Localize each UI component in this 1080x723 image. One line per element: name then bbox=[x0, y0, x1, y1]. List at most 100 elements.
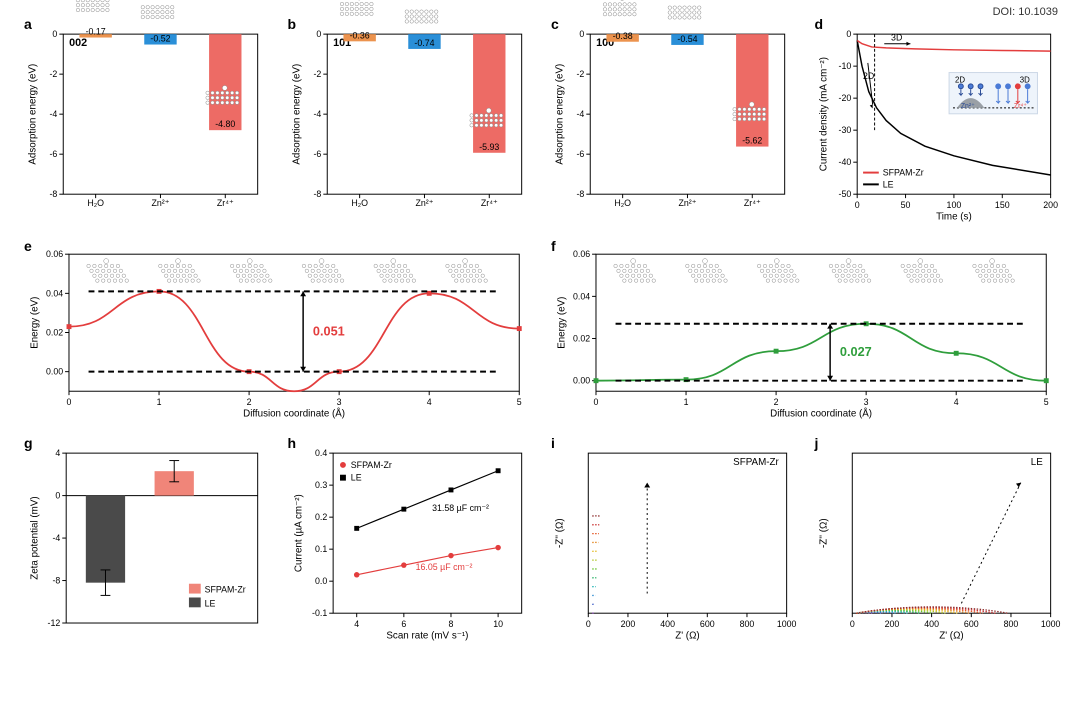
svg-text:16.05 µF cm⁻²: 16.05 µF cm⁻² bbox=[415, 562, 472, 572]
chart-f: 0123450.000.020.040.06Diffusion coordina… bbox=[549, 240, 1058, 425]
svg-text:-8: -8 bbox=[313, 189, 321, 199]
svg-text:-12: -12 bbox=[48, 618, 61, 628]
doi-text: DOI: 10.1039 bbox=[993, 6, 1058, 18]
svg-text:0.0: 0.0 bbox=[314, 576, 326, 586]
svg-text:Diffusion coordinate (Å): Diffusion coordinate (Å) bbox=[770, 409, 872, 420]
svg-text:Energy (eV): Energy (eV) bbox=[30, 297, 41, 349]
svg-text:Z' (Ω): Z' (Ω) bbox=[939, 631, 963, 642]
panel-label-e: e bbox=[24, 238, 32, 254]
panel-label-j: j bbox=[815, 435, 819, 451]
svg-text:50: 50 bbox=[900, 200, 910, 210]
svg-text:-6: -6 bbox=[313, 149, 321, 159]
svg-text:SFPAM-Zr: SFPAM-Zr bbox=[205, 585, 246, 595]
svg-text:4: 4 bbox=[354, 619, 359, 629]
svg-text:-4: -4 bbox=[52, 533, 60, 543]
svg-text:-0.74: -0.74 bbox=[414, 38, 434, 48]
chart-g: -12-8-404Zeta potential (mV)SFPAM-ZrLE bbox=[22, 437, 268, 647]
svg-text:4: 4 bbox=[55, 448, 60, 458]
chart-a: 0-2-4-6-8Adsorption energy (eV)002H₂O-0.… bbox=[22, 18, 268, 228]
panel-a: a 0-2-4-6-8Adsorption energy (eV)002H₂O-… bbox=[22, 18, 268, 228]
panel-label-g: g bbox=[24, 435, 33, 451]
svg-text:31.58 µF cm⁻²: 31.58 µF cm⁻² bbox=[432, 503, 489, 513]
panel-label-a: a bbox=[24, 16, 32, 32]
chart-i: 02004006008001000Z' (Ω)-Z'' (Ω)SFPAM-Zr bbox=[549, 437, 795, 647]
svg-text:Adsorption energy (eV): Adsorption energy (eV) bbox=[555, 64, 566, 165]
svg-text:600: 600 bbox=[963, 619, 978, 629]
svg-text:-4: -4 bbox=[49, 109, 57, 119]
svg-text:LE: LE bbox=[882, 179, 893, 189]
svg-text:Current density (mA cm⁻²): Current density (mA cm⁻²) bbox=[818, 57, 829, 171]
svg-text:5: 5 bbox=[1044, 397, 1049, 407]
svg-text:-2: -2 bbox=[49, 69, 57, 79]
svg-text:SFPAM-Zr: SFPAM-Zr bbox=[350, 460, 391, 470]
panel-label-h: h bbox=[288, 435, 297, 451]
svg-text:1: 1 bbox=[684, 397, 689, 407]
svg-text:800: 800 bbox=[740, 619, 755, 629]
svg-text:0.04: 0.04 bbox=[46, 288, 63, 298]
chart-d: 050100150200-50-40-30-20-100Time (s)Curr… bbox=[813, 18, 1059, 228]
svg-text:Scan rate (mV s⁻¹): Scan rate (mV s⁻¹) bbox=[386, 631, 468, 642]
svg-text:SFPAM-Zr: SFPAM-Zr bbox=[882, 168, 923, 178]
svg-text:-0.36: -0.36 bbox=[349, 30, 369, 40]
svg-text:-0.52: -0.52 bbox=[150, 34, 170, 44]
panel-f: f 0123450.000.020.040.06Diffusion coordi… bbox=[549, 240, 1058, 425]
svg-text:0: 0 bbox=[316, 29, 321, 39]
svg-text:400: 400 bbox=[660, 619, 675, 629]
svg-text:H₂O: H₂O bbox=[614, 198, 631, 208]
svg-text:Adsorption energy (eV): Adsorption energy (eV) bbox=[28, 64, 39, 165]
svg-text:-4: -4 bbox=[576, 109, 584, 119]
svg-text:3: 3 bbox=[864, 397, 869, 407]
svg-text:-20: -20 bbox=[838, 93, 851, 103]
panel-label-c: c bbox=[551, 16, 559, 32]
chart-j: 02004006008001000Z' (Ω)-Z'' (Ω)LE bbox=[813, 437, 1059, 647]
svg-text:0: 0 bbox=[55, 491, 60, 501]
panel-c: c 0-2-4-6-8Adsorption energy (eV)100H₂O-… bbox=[549, 18, 795, 228]
svg-text:0: 0 bbox=[849, 619, 854, 629]
svg-text:0: 0 bbox=[579, 29, 584, 39]
panel-label-i: i bbox=[551, 435, 555, 451]
svg-text:0.2: 0.2 bbox=[314, 512, 326, 522]
svg-text:1000: 1000 bbox=[777, 619, 797, 629]
svg-text:Zr⁴⁺: Zr⁴⁺ bbox=[217, 198, 234, 208]
svg-text:8: 8 bbox=[448, 619, 453, 629]
svg-text:0: 0 bbox=[67, 397, 72, 407]
svg-text:1000: 1000 bbox=[1040, 619, 1060, 629]
svg-text:0: 0 bbox=[586, 619, 591, 629]
svg-text:H₂O: H₂O bbox=[87, 198, 104, 208]
svg-text:0.06: 0.06 bbox=[573, 249, 590, 259]
svg-text:Zr⁴⁺: Zr⁴⁺ bbox=[480, 198, 497, 208]
svg-text:Adsorption energy (eV): Adsorption energy (eV) bbox=[291, 64, 302, 165]
svg-text:-5.93: -5.93 bbox=[479, 142, 499, 152]
svg-text:0.1: 0.1 bbox=[314, 544, 326, 554]
svg-text:-2: -2 bbox=[576, 69, 584, 79]
svg-text:6: 6 bbox=[401, 619, 406, 629]
svg-text:Energy (eV): Energy (eV) bbox=[557, 297, 568, 349]
svg-text:-4.80: -4.80 bbox=[215, 119, 235, 129]
svg-text:150: 150 bbox=[994, 200, 1009, 210]
svg-text:3: 3 bbox=[337, 397, 342, 407]
svg-text:0.4: 0.4 bbox=[314, 448, 326, 458]
chart-e: 0123450.000.020.040.06Diffusion coordina… bbox=[22, 240, 531, 425]
panel-b: b 0-2-4-6-8Adsorption energy (eV)101H₂O-… bbox=[286, 18, 532, 228]
svg-text:Time (s): Time (s) bbox=[936, 212, 972, 223]
svg-text:0: 0 bbox=[854, 200, 859, 210]
svg-text:SFPAM-Zr: SFPAM-Zr bbox=[733, 457, 779, 468]
svg-text:0: 0 bbox=[52, 29, 57, 39]
svg-text:Zeta potential (mV): Zeta potential (mV) bbox=[30, 496, 41, 579]
svg-text:-0.17: -0.17 bbox=[86, 27, 106, 37]
svg-text:0.00: 0.00 bbox=[46, 367, 63, 377]
svg-text:0.027: 0.027 bbox=[840, 344, 872, 359]
panel-j: j 02004006008001000Z' (Ω)-Z'' (Ω)LE bbox=[813, 437, 1059, 647]
svg-text:5: 5 bbox=[517, 397, 522, 407]
svg-text:2D: 2D bbox=[954, 75, 964, 84]
svg-text:0.02: 0.02 bbox=[573, 333, 590, 343]
svg-text:Zn²⁺: Zn²⁺ bbox=[960, 103, 974, 110]
svg-text:LE: LE bbox=[205, 598, 216, 608]
panel-label-f: f bbox=[551, 238, 556, 254]
svg-text:H₂O: H₂O bbox=[351, 198, 368, 208]
svg-text:-4: -4 bbox=[313, 109, 321, 119]
svg-text:Zr⁴⁺: Zr⁴⁺ bbox=[1013, 103, 1026, 110]
svg-text:2: 2 bbox=[247, 397, 252, 407]
panel-h: h 46810-0.10.00.10.20.30.4Scan rate (mV … bbox=[286, 437, 532, 647]
svg-text:-0.1: -0.1 bbox=[312, 608, 327, 618]
